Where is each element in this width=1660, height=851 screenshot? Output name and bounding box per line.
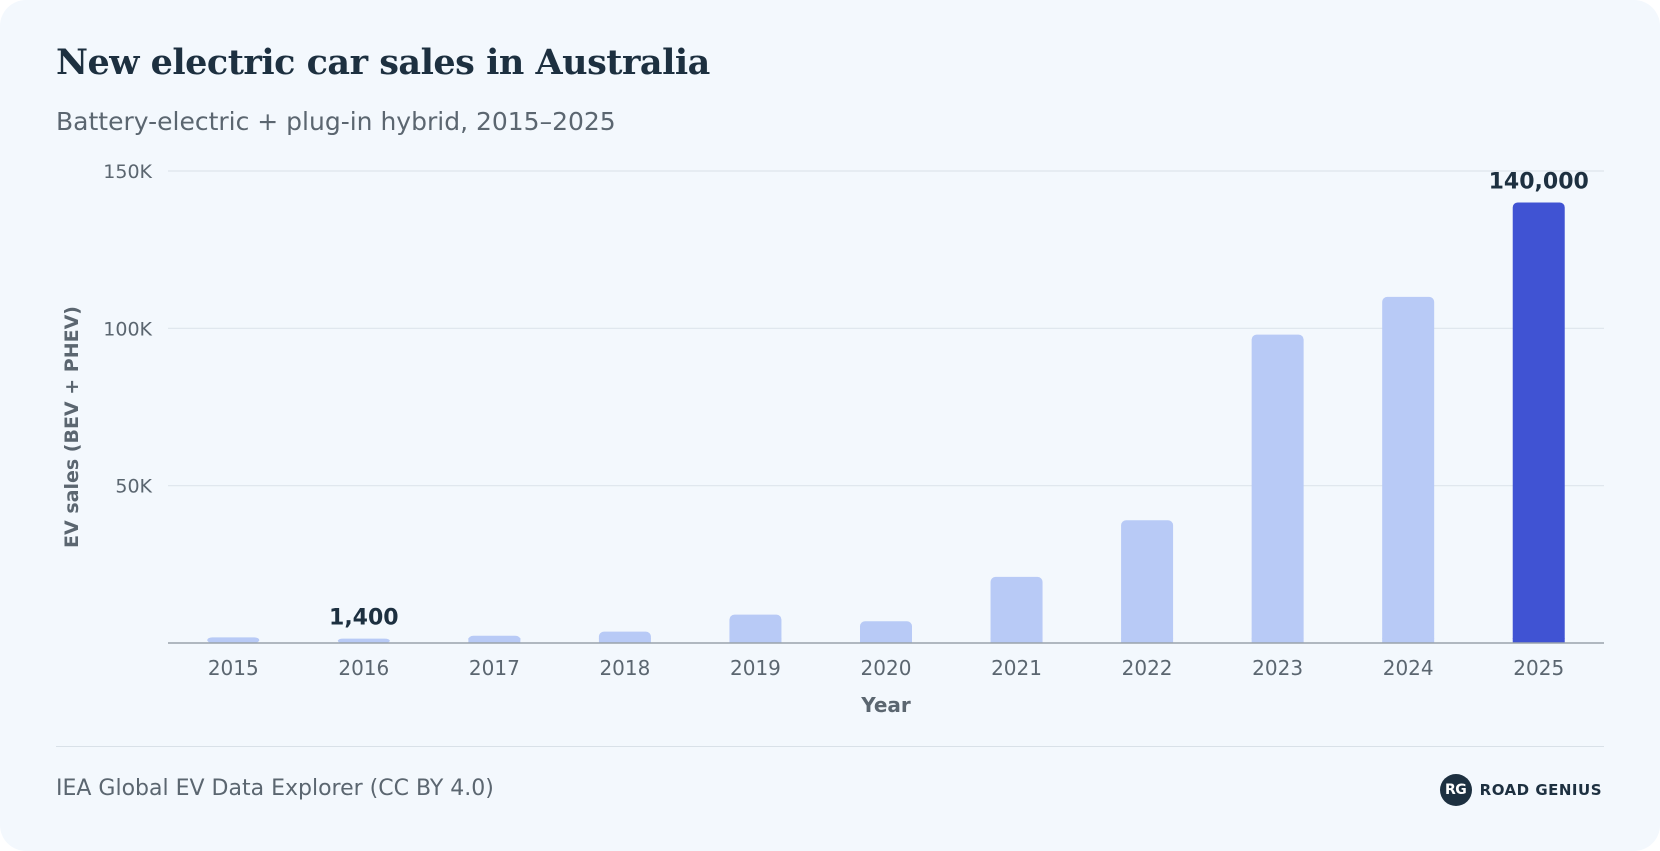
- x-tick-label: 2015: [208, 656, 259, 680]
- x-tick-label: 2020: [861, 656, 912, 680]
- x-tick-label: 2024: [1383, 656, 1434, 680]
- source-note: IEA Global EV Data Explorer (CC BY 4.0): [56, 776, 494, 801]
- x-tick-label: 2021: [991, 656, 1042, 680]
- bar-2025: [1512, 202, 1565, 643]
- footer-divider: [56, 746, 1604, 747]
- bar-base: [860, 638, 912, 643]
- bar-2021: [990, 576, 1043, 643]
- x-tick-label: 2023: [1252, 656, 1303, 680]
- chart-subtitle: Battery-electric + plug-in hybrid, 2015–…: [56, 107, 616, 136]
- brand-mark-icon: RG: [1439, 774, 1472, 806]
- bar-base: [598, 638, 651, 643]
- bar-base: [1382, 638, 1435, 643]
- x-tick-label: 2019: [730, 656, 781, 680]
- chart-title: New electric car sales in Australia: [56, 42, 710, 83]
- bar-base: [1251, 638, 1304, 643]
- bar-base: [729, 638, 782, 643]
- bar-2016: [337, 638, 390, 643]
- x-axis-title: Year: [860, 693, 911, 717]
- y-tick-label: 150K: [103, 161, 152, 183]
- bar-2019: [729, 614, 782, 643]
- data-label: 140,000: [1489, 169, 1589, 194]
- bar-2020: [860, 621, 912, 643]
- brand-name: ROAD GENIUS: [1479, 781, 1602, 799]
- x-tick-label: 2017: [469, 656, 520, 680]
- bar-base: [1121, 638, 1174, 643]
- y-tick-label: 50K: [115, 476, 152, 498]
- x-tick-label: 2025: [1513, 656, 1564, 680]
- x-tick-label: 2016: [338, 656, 389, 680]
- brand-logo[interactable]: RG ROAD GENIUS: [1439, 774, 1602, 806]
- bar-2023: [1251, 334, 1304, 643]
- x-tick-label: 2022: [1122, 656, 1173, 680]
- bar-2015: [207, 637, 260, 643]
- bar-base: [1512, 638, 1565, 643]
- data-label: 1,400: [329, 606, 399, 631]
- y-tick-label: 100K: [103, 318, 152, 340]
- bar-2022: [1121, 520, 1174, 643]
- x-tick-label: 2018: [599, 656, 650, 680]
- y-axis-title: EV sales (BEV + PHEV): [61, 306, 83, 548]
- bar-base: [468, 638, 521, 643]
- bar-base: [990, 638, 1043, 643]
- bar-2024: [1382, 296, 1435, 643]
